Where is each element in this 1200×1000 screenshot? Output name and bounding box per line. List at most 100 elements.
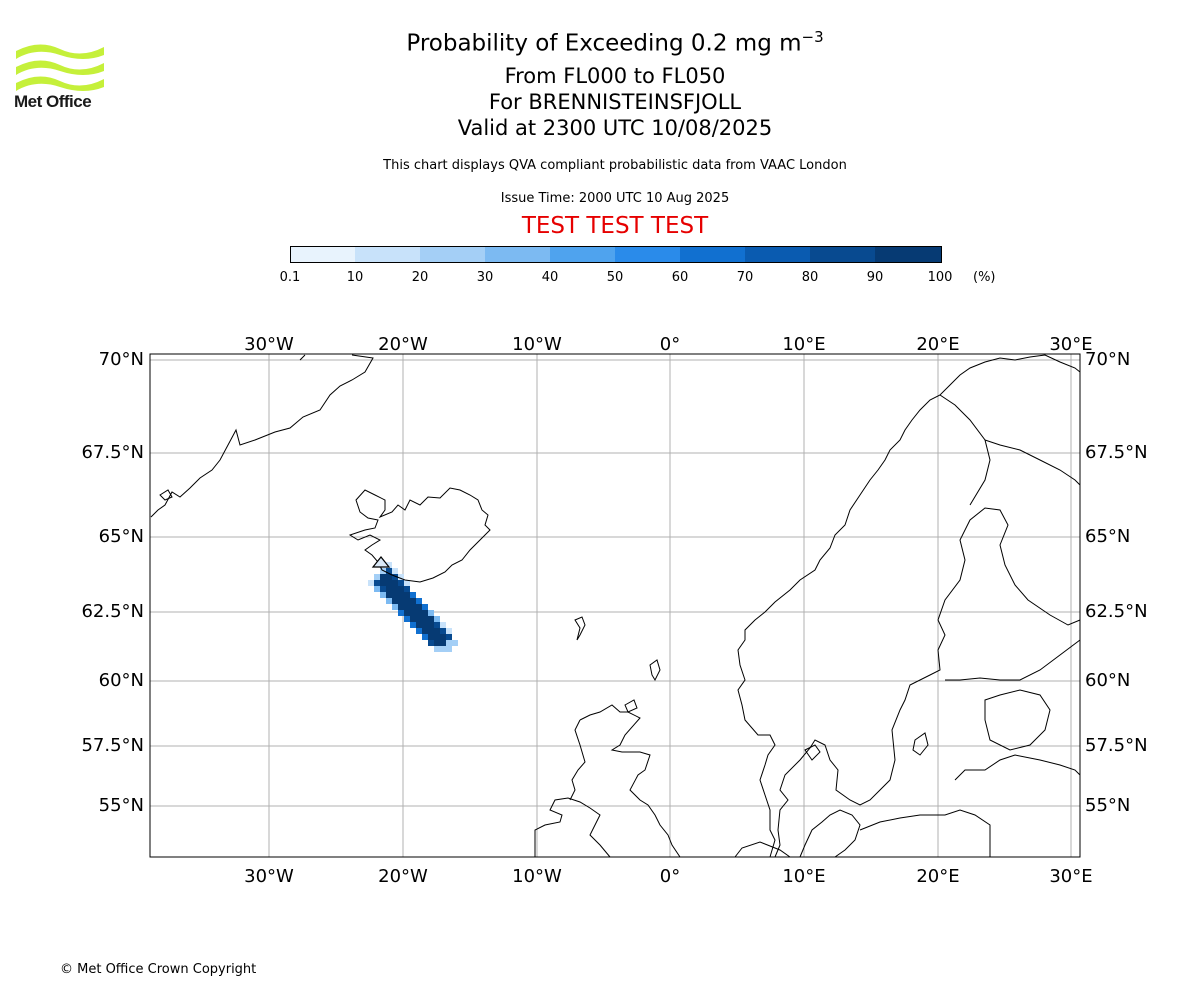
- colorbar-outline: [290, 246, 942, 263]
- plume-cell: [410, 604, 416, 610]
- latitude-label: 65°N: [1085, 526, 1130, 547]
- latitude-label: 67.5°N: [1085, 442, 1148, 463]
- copyright: © Met Office Crown Copyright: [60, 962, 257, 977]
- plume-cell: [392, 592, 398, 598]
- plume-cell: [410, 616, 416, 622]
- plume-cell: [398, 604, 404, 610]
- longitude-label: 30°W: [244, 866, 294, 887]
- ash-probability-plume: [368, 562, 458, 652]
- plume-cell: [404, 604, 410, 610]
- plume-cell: [374, 574, 380, 580]
- plume-cell: [440, 634, 446, 640]
- longitude-label: 0°: [660, 334, 680, 355]
- plume-cell: [404, 586, 410, 592]
- plume-cell: [434, 640, 440, 646]
- plume-cell: [404, 610, 410, 616]
- colorbar-tick-label: 30: [476, 270, 494, 285]
- plume-cell: [404, 598, 410, 604]
- colorbar: [290, 246, 942, 263]
- plume-cell: [434, 646, 440, 652]
- colorbar-segment: [745, 246, 811, 263]
- plume-cell: [386, 598, 392, 604]
- plume-cell: [422, 628, 428, 634]
- met-office-logo-text: Met Office: [14, 92, 92, 111]
- plume-cell: [428, 622, 434, 628]
- plume-cell: [434, 616, 440, 622]
- plume-cell: [428, 616, 434, 622]
- latitude-label: 67.5°N: [81, 442, 144, 463]
- plume-cell: [398, 586, 404, 592]
- map-frame: [149, 353, 1081, 858]
- plume-cell: [374, 586, 380, 592]
- longitude-label: 30°E: [1049, 334, 1092, 355]
- great-britain-coastline: [534, 704, 681, 858]
- colorbar-unit: (%): [973, 270, 996, 285]
- data-source-note: This chart displays QVA compliant probab…: [383, 158, 847, 173]
- plume-cell: [368, 580, 374, 586]
- plume-cell: [398, 574, 404, 580]
- plume-cell: [410, 610, 416, 616]
- longitude-label: 20°E: [916, 334, 959, 355]
- plume-cell: [380, 574, 386, 580]
- plume-cell: [416, 604, 422, 610]
- graticule-labels: 30°W 30°W 20°W 20°W 10°W 10°W 0° 0° 10°E 10°E 20°E…: [81, 334, 1147, 887]
- longitude-label: 30°E: [1049, 866, 1092, 887]
- plume-cell: [434, 622, 440, 628]
- colorbar-segment: [550, 246, 616, 263]
- plume-cell: [392, 568, 398, 574]
- plume-cell: [392, 604, 398, 610]
- colorbar-segment: [420, 246, 486, 263]
- coastlines: [150, 354, 1081, 858]
- colorbar-tick-label: 20: [411, 270, 429, 285]
- colorbar-tick-label: 40: [541, 270, 559, 285]
- plume-cell: [440, 640, 446, 646]
- plume-cell: [410, 598, 416, 604]
- plume-cell: [440, 628, 446, 634]
- longitude-label: 30°W: [244, 334, 294, 355]
- plume-cell: [422, 604, 428, 610]
- colorbar-tick-label: 60: [671, 270, 689, 285]
- volcano-name: For BRENNISTEINSFJOLL: [488, 90, 742, 114]
- graticule: [150, 354, 1080, 857]
- plume-cell: [428, 610, 434, 616]
- colorbar-segment: [810, 246, 876, 263]
- longitude-label: 0°: [660, 866, 680, 887]
- plume-cell: [386, 568, 392, 574]
- flight-level-range: From FL000 to FL050: [504, 64, 726, 88]
- plume-cell: [446, 646, 452, 652]
- volcano-icon: [371, 556, 391, 568]
- plume-cell: [416, 610, 422, 616]
- longitude-label: 10°W: [512, 866, 562, 887]
- plume-cell: [392, 586, 398, 592]
- plume-cell: [416, 622, 422, 628]
- plume-cell: [446, 628, 452, 634]
- plume-cell: [428, 628, 434, 634]
- plume-cell: [380, 586, 386, 592]
- colorbar-tick-label: 70: [736, 270, 754, 285]
- colorbar-tick-label: 0.1: [279, 270, 301, 285]
- plume-cell: [416, 598, 422, 604]
- latitude-label: 62.5°N: [1085, 601, 1148, 622]
- plume-cell: [386, 562, 392, 568]
- plume-cell: [416, 616, 422, 622]
- plume-cell: [422, 634, 428, 640]
- colorbar-tick-label: 80: [801, 270, 819, 285]
- longitude-label: 20°W: [378, 334, 428, 355]
- latitude-label: 70°N: [1085, 349, 1130, 370]
- longitude-label: 10°E: [782, 866, 825, 887]
- latitude-label: 70°N: [99, 349, 144, 370]
- issue-time: Issue Time: 2000 UTC 10 Aug 2025: [500, 191, 730, 206]
- plume-cell: [422, 616, 428, 622]
- iceland-coastline: [348, 487, 491, 583]
- plume-cell: [386, 592, 392, 598]
- latitude-label: 55°N: [1085, 795, 1130, 816]
- latitude-label: 55°N: [99, 795, 144, 816]
- chart-title: Probability of Exceeding 0.2 mg m−3: [406, 28, 824, 57]
- colorbar-segment: [485, 246, 551, 263]
- colorbar-segment: [355, 246, 421, 263]
- colorbar-segment: [680, 246, 746, 263]
- colorbar-tick-label: 10: [346, 270, 364, 285]
- longitude-label: 20°W: [378, 866, 428, 887]
- plume-cell: [410, 622, 416, 628]
